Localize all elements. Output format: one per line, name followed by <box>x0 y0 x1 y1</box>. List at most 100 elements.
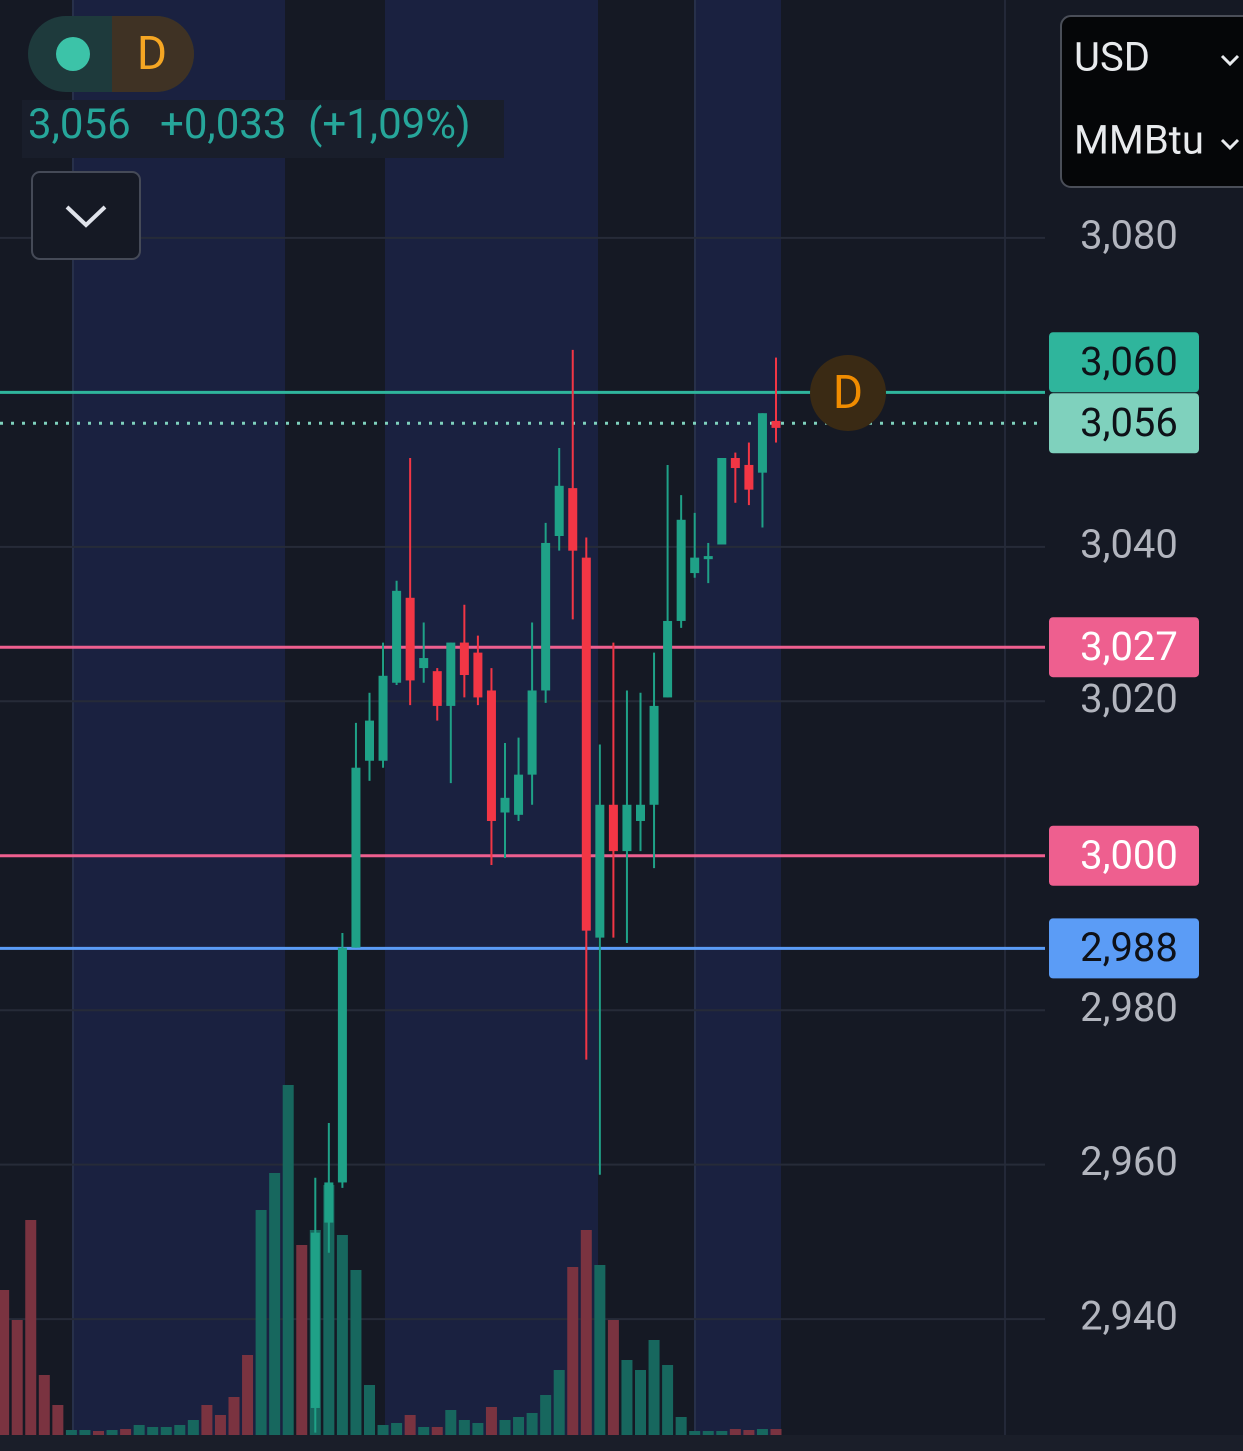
candle-body <box>527 690 537 775</box>
y-tick-label: 3,040 <box>1080 520 1178 567</box>
y-tick-label: 2,980 <box>1080 984 1178 1031</box>
volume-bar <box>729 1429 741 1435</box>
candle-body <box>419 658 429 669</box>
volume-bar <box>526 1413 538 1435</box>
volume-bar <box>553 1370 565 1435</box>
volume-bar <box>93 1431 104 1435</box>
volume-bar <box>743 1430 755 1435</box>
volume-bar <box>187 1420 199 1435</box>
volume-bar <box>648 1340 660 1435</box>
level-tag <box>1049 393 1199 454</box>
volume-bar <box>25 1220 37 1435</box>
bottom-bar <box>0 1435 1243 1451</box>
volume-bar <box>296 1245 308 1435</box>
volume-bar <box>472 1423 484 1435</box>
volume-bar <box>567 1267 579 1435</box>
candle-body <box>703 556 713 560</box>
chevron-icon <box>1220 138 1240 151</box>
volume-bar <box>65 1430 77 1435</box>
currency-box <box>1060 15 1243 188</box>
candle-body <box>432 671 442 706</box>
chevron-icon <box>65 205 107 228</box>
candle-body <box>473 652 483 698</box>
volume-bar <box>485 1407 497 1435</box>
volume-bar <box>635 1370 646 1435</box>
level-label: 3,060 <box>1080 338 1178 385</box>
volume-bar <box>336 1235 348 1435</box>
volume-bar <box>418 1427 430 1435</box>
volume-bar <box>377 1425 389 1435</box>
volume-bar <box>675 1417 687 1435</box>
candle-body <box>446 642 456 706</box>
volume-bar <box>133 1425 145 1435</box>
volume-bar <box>458 1420 470 1435</box>
chevron-icon <box>1220 54 1240 67</box>
price-change: +0,033 <box>160 100 287 149</box>
candle-body <box>337 947 347 1183</box>
level-tag <box>1049 918 1199 979</box>
candle-body <box>608 804 618 852</box>
badge: D <box>137 27 167 81</box>
candle-body <box>649 705 659 805</box>
candle-body <box>514 774 524 815</box>
unit[interactable]: MMBtu <box>1074 117 1204 164</box>
volume-bar <box>607 1320 619 1435</box>
volume-bar <box>106 1430 118 1435</box>
level-tag <box>1049 825 1199 886</box>
volume-bar <box>540 1395 552 1435</box>
event-marker-label: D <box>833 366 863 420</box>
volume-bar <box>242 1355 254 1435</box>
grid <box>0 236 1045 1321</box>
candle-body <box>405 597 415 681</box>
candle-body <box>459 642 469 676</box>
y-tick-label: 3,020 <box>1080 675 1178 722</box>
candle-body <box>757 413 767 473</box>
volume-bar <box>201 1405 213 1435</box>
volume-bar <box>702 1431 714 1435</box>
status-dot <box>56 37 90 71</box>
level-label: 3,056 <box>1080 399 1178 446</box>
volume-bar <box>350 1270 362 1435</box>
volume-bar <box>770 1429 782 1435</box>
volume-bar <box>391 1423 403 1435</box>
volume-bar <box>513 1417 525 1435</box>
volume-bar <box>716 1431 728 1435</box>
candle-body <box>365 720 374 761</box>
volume-bar <box>404 1415 416 1435</box>
candle-body <box>744 464 754 490</box>
volume-bar <box>499 1420 511 1435</box>
candle-body <box>568 488 578 551</box>
candle-body <box>717 457 727 545</box>
volume-bar <box>255 1210 267 1435</box>
candle-body <box>378 675 388 761</box>
candle-body <box>310 1232 320 1408</box>
candle-body <box>636 804 645 821</box>
candle-body <box>771 420 781 428</box>
y-tick-label: 2,940 <box>1080 1293 1178 1340</box>
candle-body <box>486 690 496 821</box>
candle-body <box>392 590 402 683</box>
volume-bar <box>52 1405 64 1435</box>
volume-bar <box>756 1429 768 1435</box>
level-tag <box>1049 332 1199 393</box>
candle-body <box>324 1182 334 1223</box>
volume-bar <box>662 1365 674 1435</box>
candle-body <box>622 804 632 852</box>
currency[interactable]: USD <box>1074 34 1150 81</box>
volume-bar <box>160 1427 172 1435</box>
y-tick-label: 2,960 <box>1080 1138 1178 1185</box>
volume-bar <box>147 1427 159 1435</box>
volume-bar <box>431 1427 443 1435</box>
candle-body <box>730 457 740 469</box>
collapse-button[interactable] <box>31 171 141 260</box>
level-label: 2,988 <box>1080 924 1178 971</box>
event-marker[interactable] <box>810 355 886 431</box>
last-price: 3,056 <box>28 100 131 149</box>
volume-bar <box>11 1320 23 1435</box>
volume-bar <box>228 1397 240 1435</box>
volume-bar <box>323 1185 335 1435</box>
candle-body <box>581 557 591 931</box>
candles <box>310 349 781 1433</box>
volume-bar <box>269 1173 281 1435</box>
